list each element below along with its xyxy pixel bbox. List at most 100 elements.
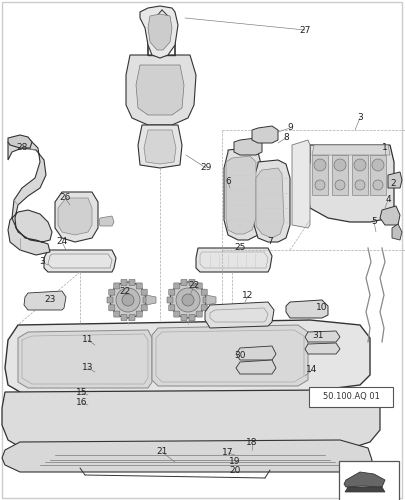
Text: 3: 3 <box>356 114 362 122</box>
Text: 3: 3 <box>39 258 45 266</box>
Text: 24: 24 <box>56 238 68 246</box>
Circle shape <box>354 180 364 190</box>
Polygon shape <box>387 172 401 188</box>
Polygon shape <box>58 198 92 235</box>
Text: 12: 12 <box>242 292 253 300</box>
FancyBboxPatch shape <box>181 280 187 285</box>
Text: 22: 22 <box>188 282 199 290</box>
Polygon shape <box>304 331 339 342</box>
FancyBboxPatch shape <box>173 311 179 317</box>
Polygon shape <box>136 65 183 115</box>
Circle shape <box>116 288 140 312</box>
FancyBboxPatch shape <box>202 297 209 303</box>
Circle shape <box>333 159 345 171</box>
Polygon shape <box>369 155 385 195</box>
Text: 9: 9 <box>286 124 292 132</box>
FancyBboxPatch shape <box>121 280 127 285</box>
Circle shape <box>314 180 324 190</box>
FancyBboxPatch shape <box>189 314 194 320</box>
Polygon shape <box>151 325 307 386</box>
FancyBboxPatch shape <box>168 305 174 311</box>
Polygon shape <box>8 135 32 148</box>
Text: 14: 14 <box>305 366 317 374</box>
FancyBboxPatch shape <box>196 283 202 289</box>
Polygon shape <box>343 472 384 487</box>
Text: 28: 28 <box>16 144 28 152</box>
Polygon shape <box>18 330 151 388</box>
Text: 31: 31 <box>311 330 323 340</box>
Polygon shape <box>226 156 256 234</box>
Text: 15: 15 <box>76 388 87 398</box>
FancyBboxPatch shape <box>189 280 194 285</box>
FancyBboxPatch shape <box>136 283 142 289</box>
Polygon shape <box>44 250 116 272</box>
Polygon shape <box>304 343 339 354</box>
Text: 27: 27 <box>298 26 310 35</box>
Polygon shape <box>196 248 271 272</box>
Circle shape <box>353 159 365 171</box>
Polygon shape <box>2 390 379 450</box>
Circle shape <box>371 159 383 171</box>
Polygon shape <box>55 192 98 242</box>
FancyBboxPatch shape <box>308 387 392 407</box>
FancyBboxPatch shape <box>129 314 135 320</box>
Polygon shape <box>140 6 177 58</box>
Text: 29: 29 <box>200 164 211 172</box>
Polygon shape <box>2 440 371 472</box>
Text: 16: 16 <box>76 398 87 407</box>
Text: 6: 6 <box>224 178 230 186</box>
Polygon shape <box>291 140 309 228</box>
Polygon shape <box>331 155 347 195</box>
FancyBboxPatch shape <box>136 311 142 317</box>
FancyBboxPatch shape <box>143 297 149 303</box>
Text: 13: 13 <box>82 364 94 372</box>
Text: 20: 20 <box>229 466 240 475</box>
Circle shape <box>170 282 205 318</box>
Polygon shape <box>144 130 175 164</box>
Polygon shape <box>285 300 327 318</box>
Text: 10: 10 <box>315 304 327 312</box>
FancyBboxPatch shape <box>113 311 119 317</box>
Polygon shape <box>146 295 156 305</box>
Polygon shape <box>24 291 66 310</box>
Polygon shape <box>148 14 172 50</box>
Circle shape <box>313 159 325 171</box>
Text: 11: 11 <box>82 336 94 344</box>
Text: 26: 26 <box>59 194 70 202</box>
Text: 1: 1 <box>381 144 387 152</box>
Text: 8: 8 <box>282 134 288 142</box>
Text: 7: 7 <box>266 238 272 246</box>
Polygon shape <box>205 302 273 328</box>
FancyBboxPatch shape <box>129 280 135 285</box>
FancyBboxPatch shape <box>121 314 127 320</box>
Polygon shape <box>99 216 114 226</box>
Polygon shape <box>305 145 393 222</box>
Polygon shape <box>351 155 367 195</box>
Circle shape <box>372 180 382 190</box>
Text: 21: 21 <box>156 448 167 456</box>
FancyBboxPatch shape <box>166 297 173 303</box>
Polygon shape <box>126 55 196 125</box>
Polygon shape <box>254 160 289 242</box>
Polygon shape <box>235 360 275 374</box>
FancyBboxPatch shape <box>173 283 179 289</box>
FancyBboxPatch shape <box>196 311 202 317</box>
FancyBboxPatch shape <box>201 305 207 311</box>
FancyBboxPatch shape <box>338 461 398 500</box>
Polygon shape <box>311 155 327 195</box>
Text: 50.100.AQ 01: 50.100.AQ 01 <box>322 392 379 402</box>
Polygon shape <box>311 145 389 155</box>
FancyBboxPatch shape <box>168 289 174 295</box>
Text: 17: 17 <box>222 448 233 458</box>
FancyBboxPatch shape <box>107 297 113 303</box>
Text: 22: 22 <box>119 288 130 296</box>
Polygon shape <box>233 138 261 155</box>
FancyBboxPatch shape <box>181 314 187 320</box>
Polygon shape <box>138 125 181 168</box>
Circle shape <box>181 294 194 306</box>
Polygon shape <box>252 126 277 143</box>
Text: 2: 2 <box>389 178 395 188</box>
Polygon shape <box>224 148 261 240</box>
Circle shape <box>334 180 344 190</box>
Text: 18: 18 <box>246 438 257 448</box>
